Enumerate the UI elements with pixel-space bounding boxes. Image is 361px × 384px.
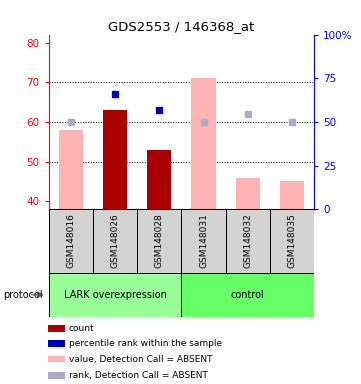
Bar	[48, 356, 65, 362]
Text: GSM148035: GSM148035	[287, 214, 296, 268]
Text: value, Detection Call = ABSENT: value, Detection Call = ABSENT	[69, 355, 212, 364]
Bar	[48, 325, 65, 332]
Bar	[59, 130, 83, 209]
Text: LARK overexpression: LARK overexpression	[64, 290, 166, 300]
Text: control: control	[231, 290, 265, 300]
Bar	[137, 209, 182, 273]
Bar	[103, 110, 127, 209]
Bar	[191, 78, 216, 209]
Bar	[49, 209, 93, 273]
Text: GSM148028: GSM148028	[155, 214, 164, 268]
Bar	[182, 273, 314, 317]
Text: rank, Detection Call = ABSENT: rank, Detection Call = ABSENT	[69, 371, 208, 380]
Text: GSM148016: GSM148016	[66, 214, 75, 268]
Bar	[270, 209, 314, 273]
Bar	[226, 209, 270, 273]
Text: GSM148032: GSM148032	[243, 214, 252, 268]
Text: GSM148031: GSM148031	[199, 214, 208, 268]
Text: percentile rank within the sample: percentile rank within the sample	[69, 339, 222, 348]
Title: GDS2553 / 146368_at: GDS2553 / 146368_at	[108, 20, 255, 33]
Bar	[147, 150, 171, 209]
Text: GSM148026: GSM148026	[110, 214, 119, 268]
Bar	[48, 372, 65, 379]
Text: count: count	[69, 324, 94, 333]
Text: protocol: protocol	[4, 290, 43, 300]
Bar	[236, 177, 260, 209]
Bar	[280, 182, 304, 209]
Bar	[182, 209, 226, 273]
Bar	[93, 209, 137, 273]
Bar	[48, 340, 65, 347]
Bar	[49, 273, 182, 317]
